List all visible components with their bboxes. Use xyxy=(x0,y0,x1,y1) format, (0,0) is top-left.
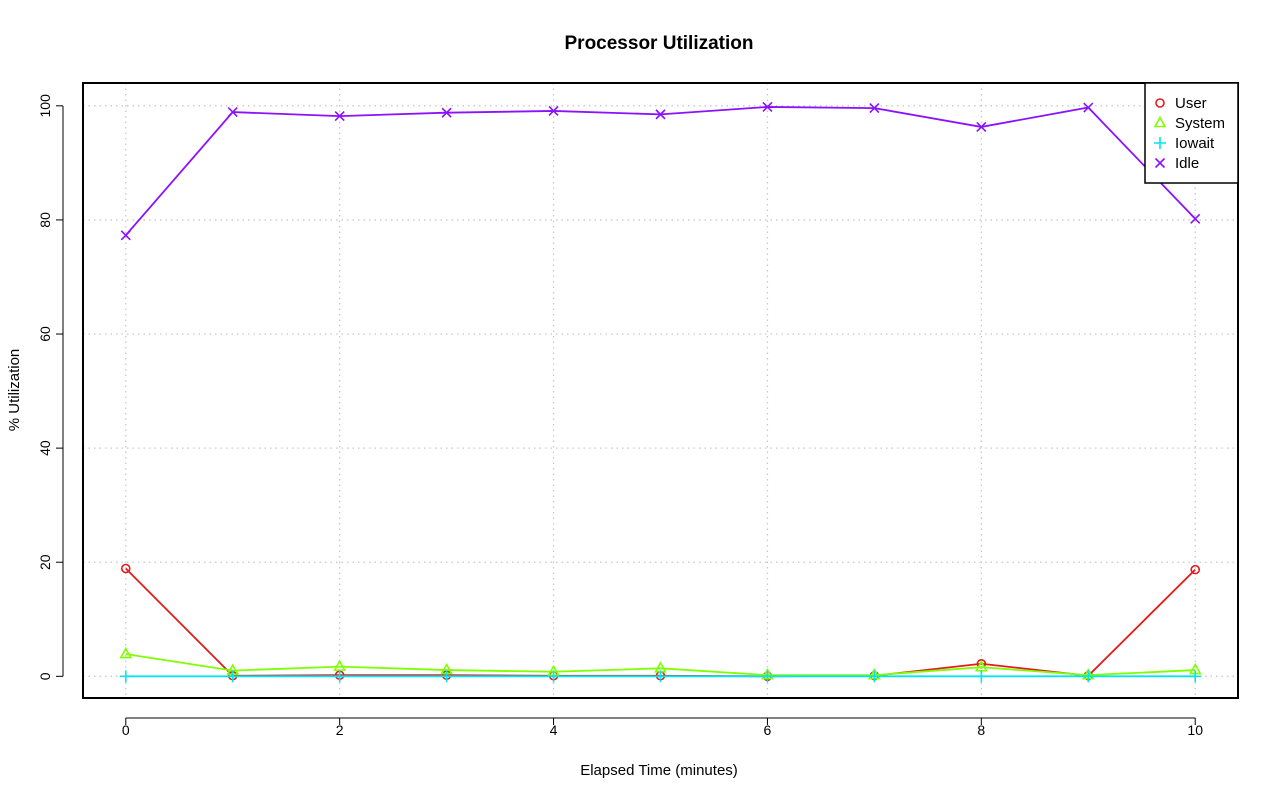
data-point-iowait xyxy=(440,670,453,683)
data-point-iowait xyxy=(333,670,346,683)
legend-marker-iowait xyxy=(1154,137,1166,149)
legend-marker-idle xyxy=(1154,157,1166,169)
data-point-iowait xyxy=(119,670,132,683)
y-axis-label: % Utilization xyxy=(6,349,23,432)
data-point-iowait xyxy=(1082,670,1095,683)
data-point-idle xyxy=(869,103,880,114)
data-point-idle xyxy=(1083,102,1094,113)
x-tick-label: 2 xyxy=(336,722,344,738)
legend-marker-system xyxy=(1153,115,1167,128)
data-point-iowait xyxy=(868,670,881,683)
data-point-system xyxy=(119,646,133,659)
grid-layer xyxy=(83,83,1238,698)
legend-label-user: User xyxy=(1175,95,1207,112)
data-point-idle xyxy=(655,109,666,120)
data-point-iowait xyxy=(975,670,988,683)
legend-label-system: System xyxy=(1175,115,1225,132)
x-tick-label: 8 xyxy=(977,722,985,738)
x-axis-label: Elapsed Time (minutes) xyxy=(580,762,738,779)
data-point-iowait xyxy=(547,670,560,683)
data-point-iowait xyxy=(226,670,239,683)
series-line-user xyxy=(125,567,1196,678)
data-point-iowait xyxy=(654,670,667,683)
data-point-idle xyxy=(120,230,131,241)
y-tick-label: 0 xyxy=(37,672,53,680)
data-point-idle xyxy=(976,121,987,132)
data-point-idle xyxy=(227,107,238,118)
x-tick-label: 6 xyxy=(764,722,772,738)
data-point-idle xyxy=(1190,213,1201,224)
series-layer xyxy=(119,101,1202,683)
plot-frame xyxy=(82,82,1239,699)
y-tick-label: 60 xyxy=(37,326,53,342)
data-point-user xyxy=(1190,564,1201,575)
y-tick-label: 100 xyxy=(37,94,53,118)
data-point-user xyxy=(120,563,131,574)
data-point-iowait xyxy=(761,670,774,683)
data-point-idle xyxy=(762,101,773,113)
data-point-system xyxy=(333,659,347,671)
data-point-idle xyxy=(334,111,345,122)
x-tick-label: 0 xyxy=(122,722,130,738)
legend-marker-user xyxy=(1155,98,1165,108)
series-line-system xyxy=(125,653,1196,677)
chart-title: Processor Utilization xyxy=(565,33,754,54)
data-point-iowait xyxy=(1189,670,1202,683)
data-point-idle xyxy=(441,107,452,118)
legend: User System Iowait Idle xyxy=(1144,82,1239,184)
x-tick-label: 10 xyxy=(1187,722,1203,738)
y-tick-label: 80 xyxy=(37,212,53,228)
series-line-idle xyxy=(125,106,1196,236)
data-point-idle xyxy=(548,105,559,117)
x-tick-label: 4 xyxy=(550,722,558,738)
y-tick-label: 40 xyxy=(37,440,53,456)
legend-label-iowait: Iowait xyxy=(1175,135,1215,152)
legend-label-idle: Idle xyxy=(1175,155,1199,172)
y-tick-label: 20 xyxy=(37,554,53,570)
